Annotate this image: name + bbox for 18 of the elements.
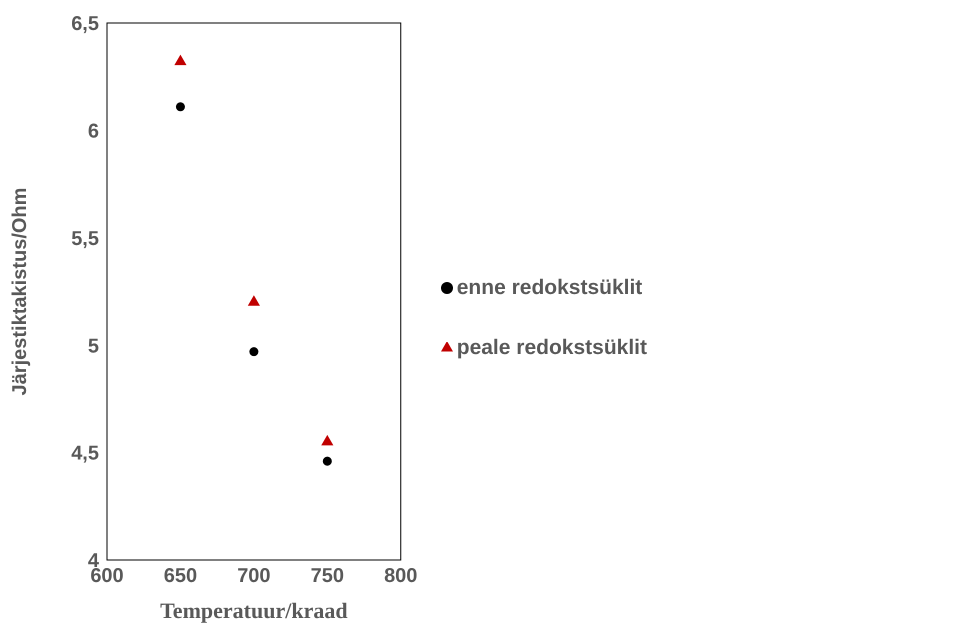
legend-label: peale redokstsüklit xyxy=(456,336,647,359)
point xyxy=(174,54,187,66)
y-tick-label: 5,5 xyxy=(71,228,99,250)
x-tick-label: 800 xyxy=(384,565,418,588)
x-tick-label: 700 xyxy=(237,565,271,588)
x-axis-title: Temperatuur/kraad xyxy=(160,598,348,623)
point xyxy=(176,102,185,112)
y-tick-label: 6 xyxy=(88,120,99,142)
y-tick-label: 4,5 xyxy=(71,442,99,465)
y-tick-label: 5 xyxy=(88,335,99,358)
point xyxy=(322,456,332,466)
legend-label: enne redokstsüklit xyxy=(456,276,642,299)
point xyxy=(249,347,258,356)
y-axis-title: Järjestiktakistus/Ohm xyxy=(9,188,32,396)
point xyxy=(248,295,260,306)
x-tick-label: 650 xyxy=(164,565,198,588)
x-tick-label: 750 xyxy=(310,565,344,588)
y-tick-label: 6,5 xyxy=(71,13,99,36)
